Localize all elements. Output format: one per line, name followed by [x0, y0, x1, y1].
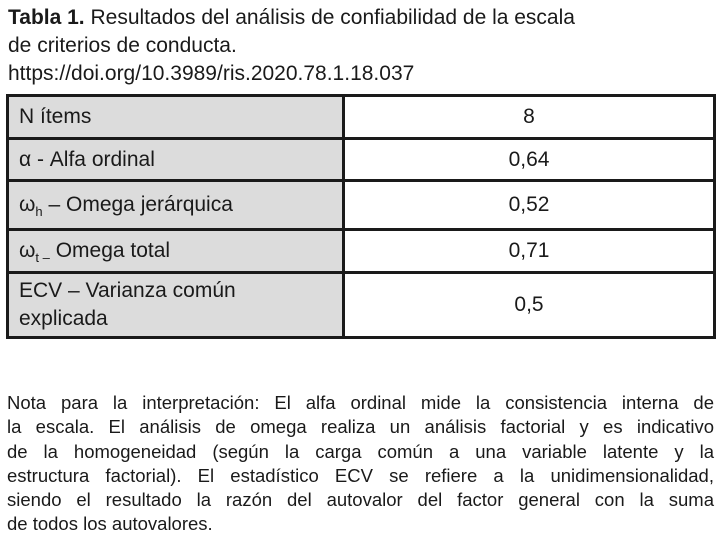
omega-subscript: t –	[35, 250, 50, 266]
caption-title-line-1: Tabla 1. Resultados del análisis de conf…	[8, 4, 713, 32]
note-line: la escala. El análisis de omega realiza …	[7, 416, 714, 438]
table-row: N ítems 8	[6, 94, 716, 140]
omega-symbol: ω	[19, 193, 36, 216]
row-label-text: – Omega jerárquica	[42, 193, 233, 216]
note-line: siendo el resultado la razón del autoval…	[7, 489, 714, 511]
table-row: ECV – Varianza común explicada 0,5	[6, 271, 716, 339]
row-value: 8	[342, 94, 716, 140]
row-label-line-2: explicada	[19, 307, 108, 330]
note-line: de todos los autovalores.	[7, 513, 213, 535]
interpretation-note: Nota para la interpretación: El alfa ord…	[7, 391, 714, 537]
note-line: estructura factorial). El estadístico EC…	[7, 464, 714, 486]
row-label: ωt – Omega total	[6, 228, 345, 274]
note-line: Nota para la interpretación: El alfa ord…	[7, 392, 714, 413]
row-label-line-1: ECV – Varianza común	[19, 279, 236, 302]
caption-label: Tabla 1.	[8, 6, 85, 29]
row-label: N ítems	[6, 94, 345, 140]
row-label: ECV – Varianza común explicada	[6, 271, 345, 339]
row-label: α - Alfa ordinal	[6, 137, 345, 182]
row-value: 0,5	[342, 271, 716, 339]
row-label: ωh – Omega jerárquica	[6, 179, 345, 231]
row-value: 0,52	[342, 179, 716, 231]
table-row: α - Alfa ordinal 0,64	[6, 137, 716, 182]
table-row: ωh – Omega jerárquica 0,52	[6, 179, 716, 231]
omega-subscript: h	[35, 204, 43, 220]
note-line: de la homogeneidad (según la carga común…	[7, 440, 714, 462]
table-caption: Tabla 1. Resultados del análisis de conf…	[8, 4, 713, 88]
omega-symbol: ω	[19, 239, 36, 262]
caption-title-line-2: de criterios de conducta.	[8, 34, 237, 57]
row-label-text: Omega total	[49, 239, 171, 262]
caption-title: Resultados del análisis de confiabilidad…	[90, 6, 575, 29]
table-row: ωt – Omega total 0,71	[6, 228, 716, 274]
row-value: 0,64	[342, 137, 716, 182]
caption-doi: https://doi.org/10.3989/ris.2020.78.1.18…	[8, 62, 415, 85]
row-value: 0,71	[342, 228, 716, 274]
reliability-table: N ítems 8 α - Alfa ordinal 0,64 ωh – Ome…	[6, 94, 716, 339]
